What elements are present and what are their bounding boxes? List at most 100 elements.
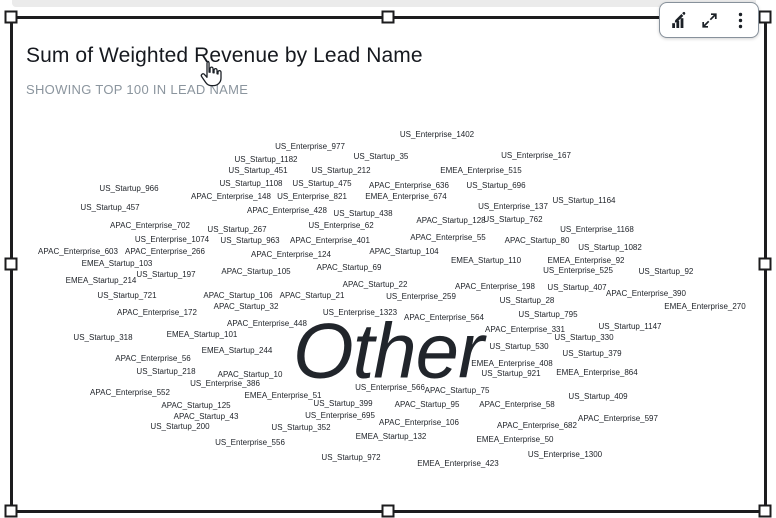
word-label[interactable]: US_Enterprise_821: [277, 192, 347, 201]
word-label[interactable]: EMEA_Enterprise_408: [471, 359, 553, 368]
resize-handle-bottom-center[interactable]: [381, 504, 395, 518]
maximize-button[interactable]: [696, 7, 722, 33]
word-label[interactable]: APAC_Enterprise_428: [247, 206, 327, 215]
word-label[interactable]: EMEA_Enterprise_674: [365, 192, 447, 201]
word-label[interactable]: US_Startup_475: [292, 179, 352, 188]
word-label[interactable]: EMEA_Startup_214: [65, 276, 137, 285]
word-label[interactable]: US_Startup_530: [489, 342, 549, 351]
word-label[interactable]: US_Enterprise_1074: [134, 235, 210, 244]
word-label[interactable]: APAC_Enterprise_448: [227, 319, 307, 328]
word-label[interactable]: EMEA_Enterprise_270: [664, 302, 746, 311]
word-label[interactable]: US_Startup_200: [150, 422, 210, 431]
word-label[interactable]: APAC_Startup_69: [316, 263, 382, 272]
word-label[interactable]: APAC_Startup_10: [217, 370, 283, 379]
word-label[interactable]: US_Startup_1182: [234, 155, 298, 164]
word-label[interactable]: US_Enterprise_556: [215, 438, 285, 447]
word-label[interactable]: APAC_Enterprise_636: [369, 181, 449, 190]
word-label[interactable]: APAC_Startup_32: [213, 302, 279, 311]
word-label[interactable]: APAC_Startup_43: [173, 412, 239, 421]
word-label[interactable]: US_Startup_972: [321, 453, 381, 462]
word-label[interactable]: EMEA_Startup_110: [450, 256, 522, 265]
word-label[interactable]: US_Enterprise_1300: [527, 450, 603, 459]
word-label[interactable]: EMEA_Enterprise_50: [476, 435, 554, 444]
word-label[interactable]: US_Startup_963: [220, 236, 280, 245]
word-label[interactable]: APAC_Enterprise_597: [578, 414, 658, 423]
word-label[interactable]: US_Startup_721: [97, 291, 157, 300]
word-label[interactable]: EMEA_Enterprise_515: [440, 166, 522, 175]
word-label[interactable]: APAC_Enterprise_331: [485, 325, 565, 334]
word-label[interactable]: US_Startup_218: [136, 367, 196, 376]
word-label[interactable]: US_Startup_1108: [219, 179, 283, 188]
word-label[interactable]: US_Startup_197: [136, 270, 196, 279]
word-label[interactable]: APAC_Startup_75: [424, 386, 490, 395]
word-label[interactable]: US_Startup_330: [554, 333, 614, 342]
word-label[interactable]: US_Startup_28: [499, 296, 555, 305]
word-label[interactable]: EMEA_Enterprise_864: [556, 368, 638, 377]
word-label[interactable]: EMEA_Startup_244: [201, 346, 273, 355]
word-label[interactable]: US_Startup_267: [207, 225, 267, 234]
word-label[interactable]: APAC_Enterprise_552: [90, 388, 170, 397]
word-label[interactable]: US_Enterprise_386: [190, 379, 260, 388]
word-label[interactable]: APAC_Enterprise_172: [117, 308, 197, 317]
resize-handle-top-right[interactable]: [758, 10, 772, 24]
word-label[interactable]: US_Startup_409: [568, 392, 628, 401]
word-label[interactable]: US_Startup_212: [311, 166, 371, 175]
menu-options-button[interactable]: [727, 7, 753, 33]
word-label[interactable]: US_Startup_318: [73, 333, 133, 342]
word-label[interactable]: US_Startup_457: [80, 203, 140, 212]
word-label[interactable]: APAC_Enterprise_198: [455, 282, 535, 291]
word-label[interactable]: APAC_Enterprise_564: [404, 313, 484, 322]
visual-title[interactable]: Sum of Weighted Revenue by Lead Name: [26, 44, 423, 67]
word-label[interactable]: US_Startup_921: [481, 369, 541, 378]
word-label[interactable]: APAC_Enterprise_266: [125, 247, 205, 256]
word-label[interactable]: US_Startup_35: [353, 152, 409, 161]
word-label[interactable]: US_Startup_696: [466, 181, 526, 190]
word-label[interactable]: US_Startup_92: [638, 267, 694, 276]
word-label[interactable]: US_Enterprise_566: [355, 383, 425, 392]
word-label[interactable]: US_Startup_1147: [598, 322, 662, 331]
word-label[interactable]: APAC_Startup_125: [161, 401, 231, 410]
word-label[interactable]: APAC_Startup_80: [504, 236, 570, 245]
word-label[interactable]: EMEA_Startup_101: [166, 330, 238, 339]
word-label[interactable]: APAC_Startup_106: [203, 291, 273, 300]
resize-handle-bottom-left[interactable]: [4, 504, 18, 518]
word-label[interactable]: US_Enterprise_977: [275, 142, 345, 151]
resize-handle-middle-left[interactable]: [4, 257, 18, 271]
resize-handle-top-left[interactable]: [4, 10, 18, 24]
word-label[interactable]: EMEA_Startup_132: [355, 432, 427, 441]
word-label[interactable]: US_Startup_966: [99, 184, 159, 193]
word-label[interactable]: APAC_Enterprise_58: [479, 400, 555, 409]
word-label[interactable]: APAC_Enterprise_702: [110, 221, 190, 230]
word-label[interactable]: US_Startup_795: [518, 310, 578, 319]
resize-handle-top-center[interactable]: [381, 10, 395, 24]
word-label[interactable]: APAC_Startup_21: [279, 291, 345, 300]
word-label[interactable]: US_Enterprise_167: [501, 151, 571, 160]
word-label[interactable]: EMEA_Startup_103: [81, 259, 153, 268]
resize-handle-bottom-right[interactable]: [758, 504, 772, 518]
word-label[interactable]: APAC_Enterprise_682: [497, 421, 577, 430]
resize-handle-middle-right[interactable]: [758, 257, 772, 271]
word-label[interactable]: US_Enterprise_137: [478, 202, 548, 211]
word-label[interactable]: US_Enterprise_62: [308, 221, 374, 230]
word-label[interactable]: US_Startup_1082: [578, 243, 642, 252]
word-label[interactable]: US_Enterprise_525: [543, 266, 613, 275]
word-label[interactable]: APAC_Startup_105: [221, 267, 291, 276]
word-label[interactable]: APAC_Enterprise_401: [290, 236, 370, 245]
word-label[interactable]: APAC_Enterprise_390: [606, 289, 686, 298]
word-label[interactable]: US_Enterprise_695: [305, 411, 375, 420]
word-label[interactable]: US_Startup_438: [333, 209, 393, 218]
word-label[interactable]: APAC_Startup_22: [342, 280, 408, 289]
word-label[interactable]: US_Enterprise_259: [386, 292, 456, 301]
word-label[interactable]: US_Enterprise_1402: [399, 130, 475, 139]
word-label[interactable]: APAC_Startup_128: [416, 216, 486, 225]
word-label[interactable]: APAC_Enterprise_106: [379, 418, 459, 427]
word-label[interactable]: US_Startup_399: [313, 399, 373, 408]
word-label-other[interactable]: Other: [292, 306, 484, 395]
word-label[interactable]: EMEA_Enterprise_51: [244, 391, 322, 400]
word-label[interactable]: US_Startup_1164: [552, 196, 616, 205]
word-label[interactable]: US_Startup_407: [547, 283, 607, 292]
edit-visual-button[interactable]: [665, 7, 691, 33]
word-label[interactable]: APAC_Enterprise_124: [251, 250, 331, 259]
word-label[interactable]: US_Startup_379: [562, 349, 622, 358]
word-label[interactable]: APAC_Startup_95: [394, 400, 460, 409]
